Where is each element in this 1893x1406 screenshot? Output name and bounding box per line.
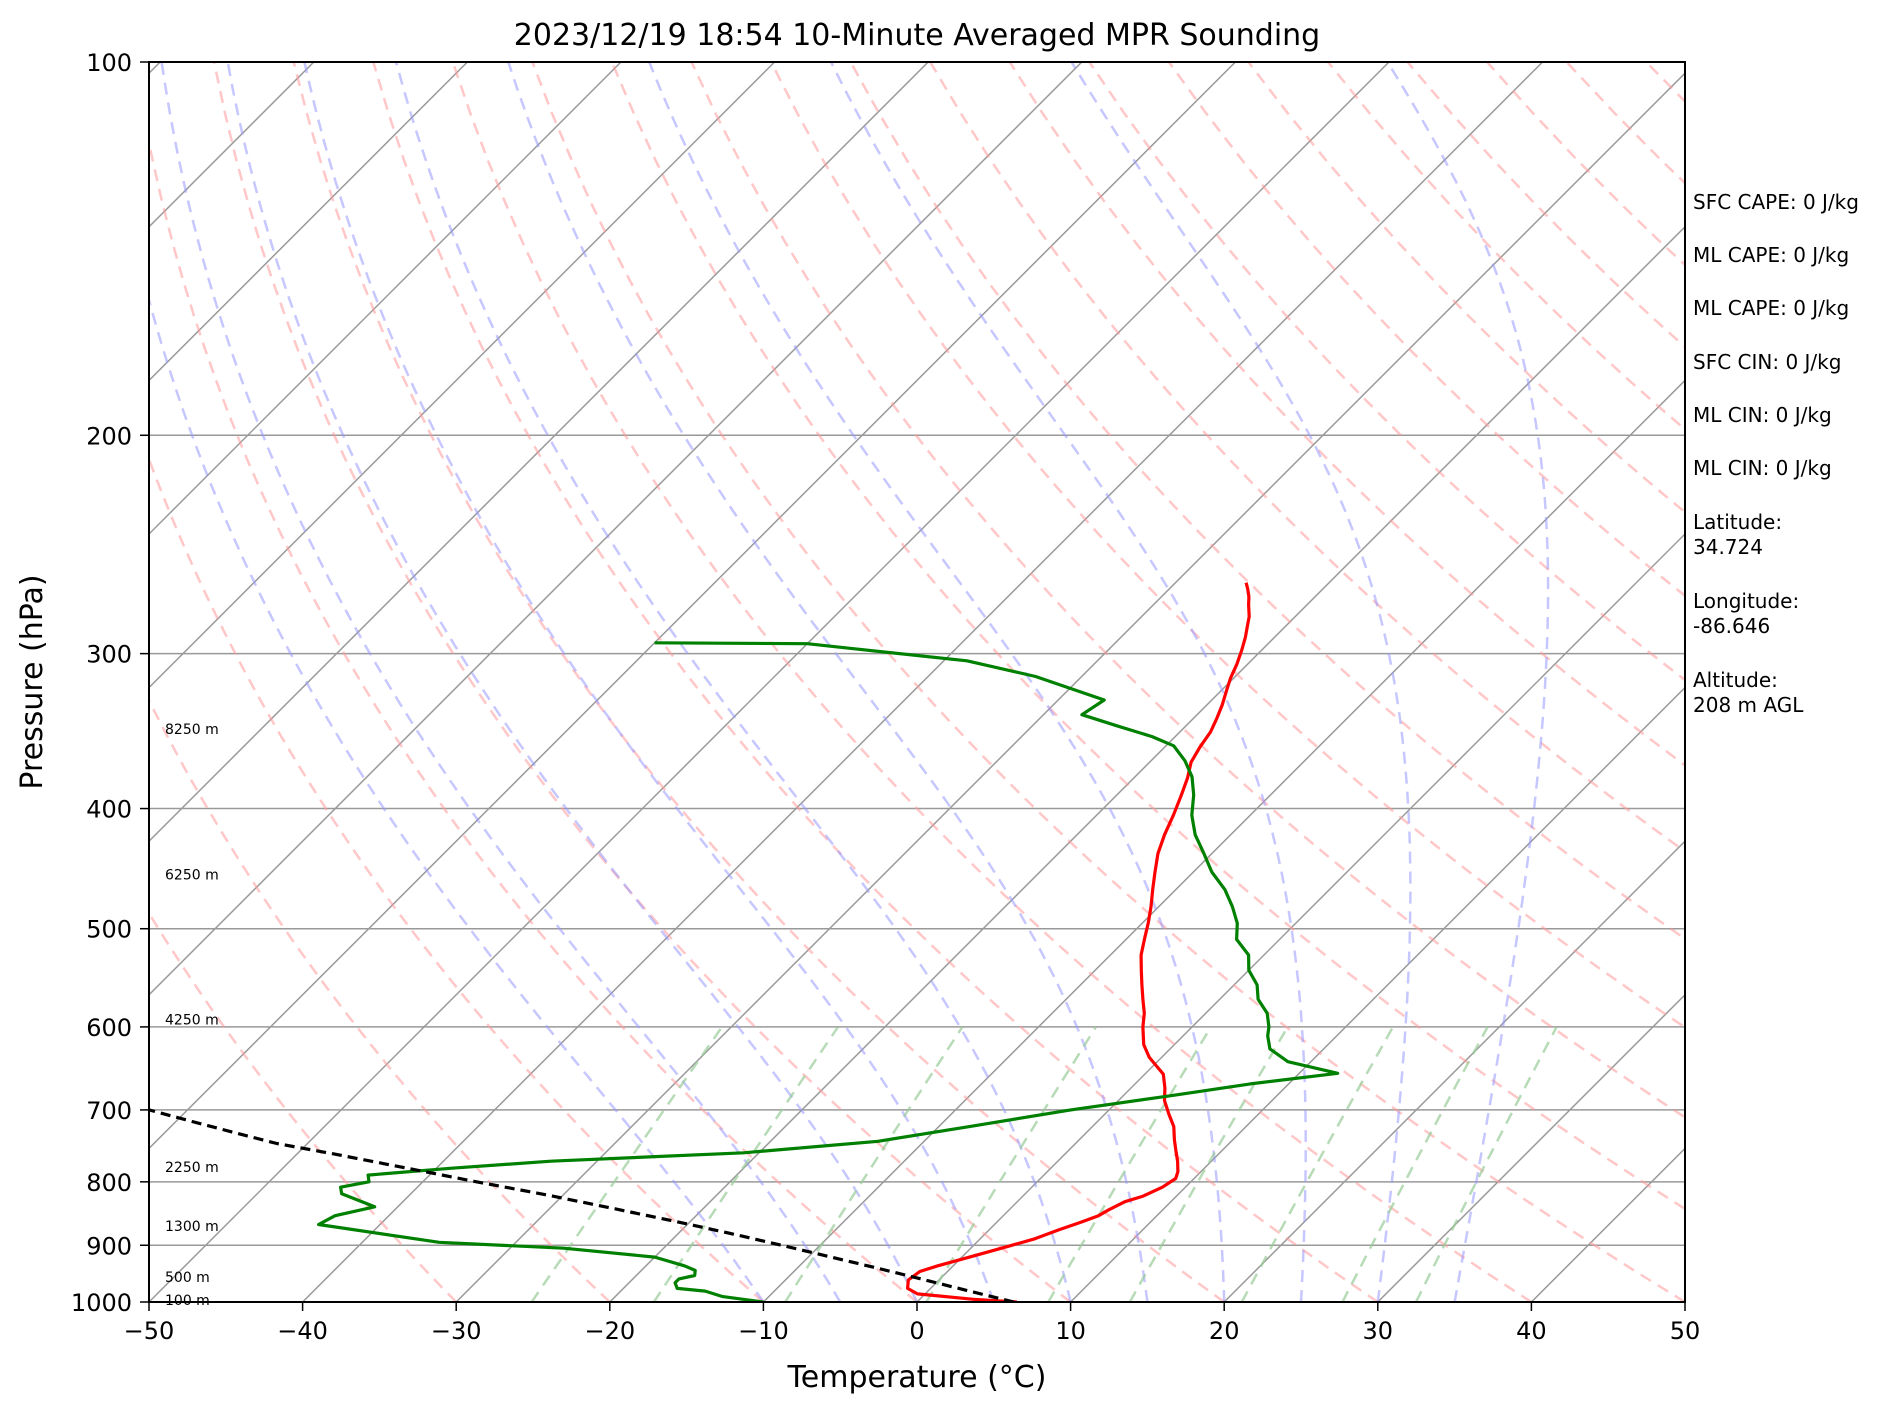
y-tick-label: 200 bbox=[86, 422, 132, 450]
stat-text: Longitude: -86.646 bbox=[1693, 589, 1800, 638]
dry-adiabat-line bbox=[212, 62, 1072, 1302]
isotherm-line bbox=[1377, 993, 1685, 1302]
x-tick-label: −50 bbox=[124, 1317, 175, 1345]
isotherm-line bbox=[0, 62, 7, 1302]
x-tick-label: −20 bbox=[584, 1317, 635, 1345]
y-tick-label: 500 bbox=[86, 916, 132, 944]
height-label: 100 m bbox=[165, 1293, 210, 1309]
x-tick-label: 20 bbox=[1209, 1317, 1240, 1345]
height-label: 4250 m bbox=[165, 1013, 219, 1029]
mixing-ratio-line bbox=[1341, 1026, 1489, 1302]
series-line-2 bbox=[317, 641, 1340, 1302]
isotherm-line bbox=[149, 62, 1390, 1302]
axis-ticks: −50 −40 −30 −20 −10 0 10 20 30 40 50 100 200 300 400 50… bbox=[71, 49, 1700, 1345]
isotherm-line bbox=[149, 62, 1083, 996]
stat-text: SFC CIN: 0 J/kg bbox=[1693, 350, 1842, 374]
dry-adiabat-line bbox=[292, 62, 1225, 1302]
height-label: 8250 m bbox=[165, 722, 219, 738]
y-tick-label: 900 bbox=[86, 1232, 132, 1260]
mixing-ratio-line bbox=[925, 1026, 1097, 1302]
isotherm-line bbox=[149, 62, 929, 843]
y-tick-label: 300 bbox=[86, 641, 132, 669]
y-tick-label: 1000 bbox=[71, 1289, 132, 1317]
mixing-ratio-line bbox=[530, 1026, 724, 1302]
background-lines bbox=[0, 62, 1893, 1302]
isotherm-line bbox=[302, 62, 1544, 1302]
series-line-1 bbox=[905, 582, 1251, 1302]
stat-text: Latitude: 34.724 bbox=[1693, 510, 1783, 559]
dry-adiabat-line bbox=[149, 135, 918, 1302]
height-label: 6250 m bbox=[165, 867, 219, 883]
x-tick-label: 40 bbox=[1516, 1317, 1547, 1345]
height-label: 2250 m bbox=[165, 1160, 219, 1176]
stat-text: Altitude: 208 m AGL bbox=[1693, 668, 1804, 717]
stat-text: ML CIN: 0 J/kg bbox=[1693, 403, 1832, 427]
moist-adiabat-line bbox=[829, 62, 1307, 1302]
y-tick-label: 700 bbox=[86, 1097, 132, 1125]
dry-adiabat-line bbox=[149, 455, 765, 1302]
isotherm-line bbox=[1223, 840, 1685, 1302]
isotherm-line bbox=[1070, 686, 1685, 1302]
moist-adiabat-line bbox=[507, 62, 1149, 1302]
height-labels: 8250 m 6250 m 4250 m 2250 m 1300 m 500 m 100 m bbox=[165, 722, 219, 1309]
chart-title: 2023/12/19 18:54 10-Minute Averaged MPR … bbox=[514, 18, 1320, 53]
mixing-ratio-line bbox=[1240, 1026, 1395, 1302]
mixing-ratio-line bbox=[1414, 1026, 1558, 1302]
moist-adiabat-line bbox=[303, 62, 995, 1302]
mixing-ratio-line bbox=[1047, 1026, 1212, 1302]
x-tick-label: 50 bbox=[1670, 1317, 1701, 1345]
isotherm-line bbox=[149, 62, 622, 536]
moist-adiabat-line bbox=[149, 295, 765, 1302]
series-layer bbox=[149, 582, 1340, 1302]
isotherm-line bbox=[149, 62, 468, 382]
isotherm-line bbox=[149, 62, 1236, 1150]
height-label: 500 m bbox=[165, 1270, 210, 1286]
plot-frame bbox=[148, 61, 1686, 1303]
x-tick-label: 0 bbox=[909, 1317, 924, 1345]
dry-adiabat-line bbox=[531, 62, 1685, 1302]
x-tick-label: −10 bbox=[738, 1317, 789, 1345]
dry-adiabat-line bbox=[451, 62, 1533, 1302]
moist-adiabat-line bbox=[394, 62, 1072, 1302]
dry-adiabat-line bbox=[149, 697, 611, 1302]
moist-adiabat-line bbox=[1386, 62, 1550, 1302]
x-tick-label: −30 bbox=[431, 1317, 482, 1345]
dry-adiabat-line bbox=[1088, 62, 1685, 682]
stat-text: ML CAPE: 0 J/kg bbox=[1693, 296, 1850, 320]
isotherm-line bbox=[762, 379, 1685, 1302]
moist-adiabat-line bbox=[648, 62, 1226, 1302]
dry-adiabat-line bbox=[1167, 62, 1685, 598]
stat-text: SFC CAPE: 0 J/kg bbox=[1693, 190, 1859, 214]
y-tick-label: 100 bbox=[86, 49, 132, 77]
dry-adiabat-line bbox=[769, 62, 1685, 1029]
series-line-3 bbox=[149, 1108, 1015, 1302]
x-tick-label: 30 bbox=[1363, 1317, 1394, 1345]
moist-adiabat-line bbox=[160, 62, 842, 1302]
stat-text: ML CIN: 0 J/kg bbox=[1693, 456, 1832, 480]
isotherm-line bbox=[455, 72, 1685, 1302]
mixing-ratio-line bbox=[784, 1026, 964, 1302]
dry-adiabat-line bbox=[372, 62, 1379, 1302]
y-tick-label: 400 bbox=[86, 796, 132, 824]
stat-text: ML CAPE: 0 J/kg bbox=[1693, 243, 1850, 267]
x-axis-label: Temperature (°C) bbox=[787, 1360, 1047, 1395]
y-tick-label: 800 bbox=[86, 1169, 132, 1197]
x-tick-label: 10 bbox=[1055, 1317, 1086, 1345]
isotherm-line bbox=[916, 532, 1685, 1302]
y-tick-label: 600 bbox=[86, 1014, 132, 1042]
y-axis-label: Pressure (hPa) bbox=[15, 574, 50, 789]
moist-adiabat-line bbox=[1070, 62, 1412, 1302]
height-label: 1300 m bbox=[165, 1219, 219, 1235]
isotherm-line bbox=[149, 62, 776, 689]
x-tick-label: −40 bbox=[277, 1317, 328, 1345]
moist-adiabat-line bbox=[226, 62, 919, 1302]
dry-adiabat-line bbox=[1885, 62, 1893, 1302]
